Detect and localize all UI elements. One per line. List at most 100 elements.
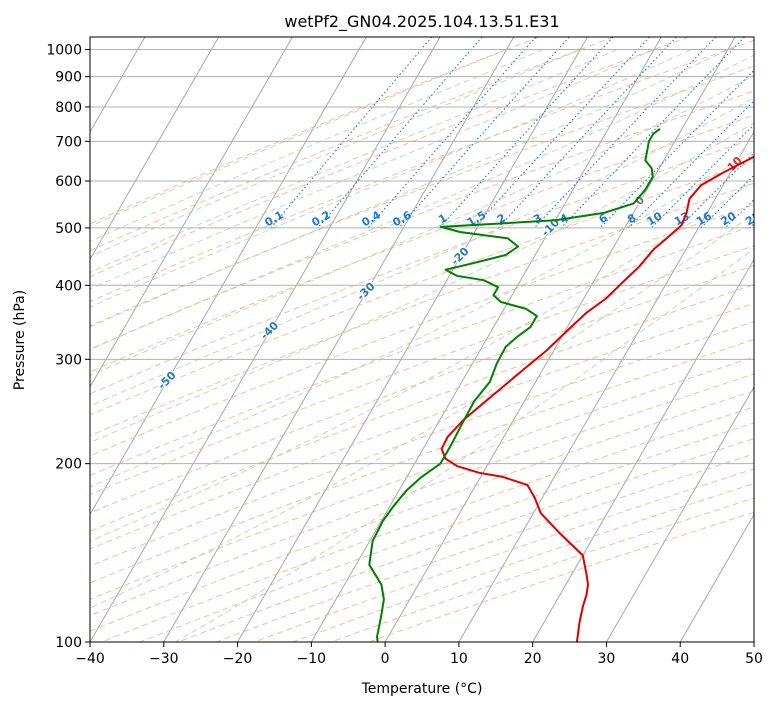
chart-title: wetPf2_GN04.2025.104.13.51.E31 [284, 12, 559, 32]
reference-lines [0, 37, 775, 642]
mixing-ratio-line [398, 37, 570, 229]
y-tick-label: 900 [55, 70, 82, 86]
y-tick-label: 300 [55, 352, 82, 368]
mixing-ratio-label: 30 [764, 209, 775, 228]
isotherm-line [0, 37, 71, 642]
isotherm-label: -50 [155, 369, 178, 392]
moist-adiabat-line [90, 54, 754, 351]
x-tick-label: −30 [149, 651, 179, 667]
dry-adiabat-line [90, 160, 754, 416]
mixing-ratio-line [270, 37, 433, 229]
moist-adiabat-line [90, 49, 544, 242]
y-tick-label: 1000 [46, 43, 82, 59]
dewpoint-profile-line [368, 128, 661, 642]
dry-adiabat-line [292, 483, 754, 642]
moist-adiabat-line [90, 49, 581, 258]
isotherm-line [679, 513, 754, 642]
dry-adiabat-line [90, 373, 754, 617]
x-tick-label: 10 [450, 651, 468, 667]
dry-adiabat-line [90, 39, 754, 303]
dry-adiabat-line [90, 284, 754, 532]
dry-adiabat-line [330, 497, 754, 642]
moist-adiabat-line [90, 74, 754, 377]
moist-adiabat-line [90, 49, 507, 228]
isotherm-line [237, 37, 588, 642]
moist-adiabat-line [90, 180, 754, 542]
moist-adiabat-line [90, 49, 618, 273]
mixing-ratio-line [317, 37, 483, 229]
mixing-ratio-line [628, 100, 754, 229]
y-tick-label: 100 [55, 635, 82, 651]
isotherm-line [606, 386, 754, 642]
mixing-ratio-line [472, 37, 651, 229]
dry-adiabat-line [90, 338, 754, 584]
isotherm-line [384, 37, 736, 642]
isotherm-label: -30 [354, 280, 377, 303]
moist-adiabat-line [174, 248, 754, 642]
isotherm-line [163, 37, 515, 642]
x-tick-label: −10 [297, 651, 327, 667]
moist-adiabat-line [90, 213, 754, 609]
dry-adiabat-line [90, 390, 754, 632]
mixing-ratio-line [678, 152, 754, 229]
mixing-ratio-line [599, 69, 754, 229]
y-tick-label: 500 [55, 221, 82, 237]
x-tick-label: 30 [598, 651, 616, 667]
y-tick-label: 200 [55, 457, 82, 473]
moist-adiabat-line [90, 97, 754, 407]
mixing-ratio-line [770, 37, 775, 228]
dry-adiabat-line [139, 422, 754, 642]
isotherm-line [458, 130, 754, 642]
mixing-ratio-line [650, 123, 754, 229]
dry-adiabat-line [90, 37, 540, 225]
y-axis-label: Pressure (hPa) [12, 290, 28, 390]
isotherm-line [90, 37, 441, 642]
dry-adiabat-line [90, 245, 754, 496]
x-tick-label: −20 [223, 651, 253, 667]
sounding-profiles [368, 128, 754, 642]
x-tick-label: −40 [75, 651, 105, 667]
temperature-profile-line [440, 155, 754, 642]
mixing-ratio-label: 16 [694, 209, 714, 228]
dry-adiabat-line [90, 302, 754, 550]
isotherm-label: -60 [52, 419, 75, 442]
dry-adiabat-line [101, 406, 754, 642]
y-tick-label: 700 [55, 134, 82, 150]
x-tick-label: 20 [524, 651, 542, 667]
dry-adiabat-line [90, 224, 754, 477]
mixing-ratio-label: 3 [531, 211, 544, 226]
moist-adiabat-line [90, 150, 754, 488]
dry-adiabat-line [90, 65, 754, 327]
y-tick-label: 600 [55, 174, 82, 190]
mixing-ratio-label: 20 [718, 209, 738, 228]
x-tick-label: 40 [671, 651, 689, 667]
isotherm-line [310, 37, 662, 642]
dry-adiabat-line [90, 356, 754, 600]
x-axis-label: Temperature (°C) [361, 681, 483, 697]
mixing-ratio-line [497, 37, 677, 229]
x-axis: −40 −30 −20 −10 0 10 20 30 40 50 [75, 642, 763, 667]
mixing-ratio-line [560, 37, 745, 229]
mixing-ratio-line [367, 37, 537, 229]
isotherm-line [90, 37, 367, 516]
dry-adiabat-line [90, 138, 754, 395]
dry-adiabat-line [216, 453, 754, 642]
isotherm-line [532, 258, 754, 642]
mixing-ratio-line [533, 37, 717, 229]
plot-frame [89, 36, 755, 643]
mixing-ratio-label: 10 [645, 209, 665, 228]
moist-adiabat-line [90, 122, 754, 444]
mixing-ratio-label: 1 [436, 211, 449, 226]
moist-adiabat-line [90, 49, 692, 308]
isotherm-line [753, 641, 754, 642]
mixing-ratio-label: 0.6 [390, 208, 414, 229]
pressure-gridlines [90, 49, 754, 642]
moist-adiabat-line [90, 49, 655, 290]
dry-adiabat-line [90, 182, 754, 437]
x-tick-label: 50 [745, 651, 763, 667]
dry-adiabat-line [90, 114, 754, 373]
x-tick-label: 0 [381, 651, 390, 667]
isotherm-line [90, 37, 220, 261]
y-tick-label: 400 [55, 278, 82, 294]
